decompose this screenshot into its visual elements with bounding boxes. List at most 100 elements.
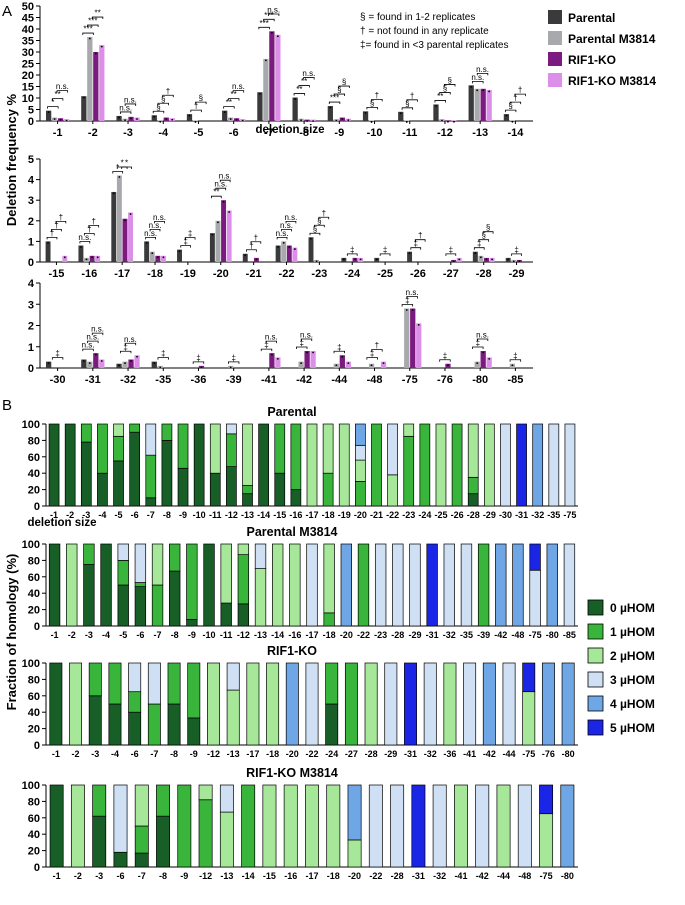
data-point <box>329 106 332 109</box>
significance-label: ‡ <box>350 245 354 254</box>
data-point <box>306 120 309 123</box>
data-point <box>511 120 514 123</box>
bar <box>275 357 281 368</box>
significance-label: ** <box>226 98 232 107</box>
y-tick-label: 0 <box>34 740 40 752</box>
stack-segment <box>177 423 189 469</box>
bar <box>451 120 457 121</box>
x-tick-label: -39 <box>477 630 490 640</box>
x-tick-label: -9 <box>180 871 188 881</box>
y-tick-label: 0 <box>34 862 40 874</box>
stack-segment <box>187 662 201 719</box>
stack-segment <box>186 619 198 627</box>
stack-segment <box>108 703 122 746</box>
stack-segment <box>49 784 64 868</box>
data-point <box>270 353 273 356</box>
bar <box>215 220 221 262</box>
significance-label: ‡ <box>449 245 453 254</box>
note-double-dagger: ‡= found in <3 parental replicates <box>360 40 508 51</box>
x-tick-label: -75 <box>522 749 535 759</box>
significance-bracket <box>401 107 414 110</box>
bar <box>269 353 275 368</box>
panel-title: RIF1-KO <box>267 644 317 658</box>
x-tick-label: -10 <box>203 630 216 640</box>
significance-label: *** <box>88 17 97 26</box>
significance-label: n.s. <box>144 229 157 238</box>
panel-b-ylabel: Fraction of homology (%) <box>4 554 19 711</box>
significance-label: n.s. <box>276 229 289 238</box>
significance-bracket <box>88 225 100 228</box>
data-point <box>505 114 508 117</box>
x-tick-label: -12 <box>207 749 220 759</box>
significance-label: *** <box>330 94 339 103</box>
panel-a-notes: § = found in 1-2 replicates † = not foun… <box>360 12 508 51</box>
bar <box>292 247 298 262</box>
significance-label: ‡ <box>123 343 127 352</box>
stack-segment <box>496 784 511 868</box>
stack-segment <box>355 481 366 507</box>
legend-swatch <box>548 10 562 24</box>
x-tick-label: -3 <box>85 630 93 640</box>
significance-bracket <box>83 233 95 236</box>
data-point <box>228 211 231 213</box>
significance-bracket <box>82 348 94 352</box>
bar <box>486 357 492 368</box>
significance-label: § <box>317 217 321 226</box>
data-point <box>118 364 120 367</box>
significance-label: † <box>518 86 522 95</box>
significance-label: n.s. <box>119 103 132 112</box>
x-tick-label: -41 <box>261 374 277 386</box>
bar <box>95 255 101 262</box>
stack-segment <box>145 423 157 456</box>
significance-bracket <box>154 221 165 224</box>
significance-bracket <box>281 229 292 232</box>
bar <box>398 111 404 121</box>
data-point <box>244 254 247 257</box>
significance-label: ** <box>437 92 443 101</box>
significance-bracket <box>119 350 132 354</box>
legend-label: 5 µHOM <box>610 721 655 735</box>
stack-segment <box>322 472 334 507</box>
x-tick-label: -18 <box>147 268 163 280</box>
data-point <box>124 362 126 365</box>
data-point <box>447 364 449 367</box>
x-tick-label: -3 <box>91 749 99 759</box>
data-point <box>342 258 345 261</box>
significance-bracket <box>232 90 245 93</box>
legend-swatch <box>587 647 604 664</box>
stack-segment <box>563 543 576 627</box>
stack-segment <box>529 543 541 571</box>
x-tick-label: -44 <box>497 871 510 881</box>
x-tick-label: -32 <box>433 871 446 881</box>
stack-segment <box>306 543 318 627</box>
stack-segment <box>134 582 147 587</box>
data-point <box>359 258 362 261</box>
stack-segment <box>134 852 149 868</box>
stack-segment <box>64 423 76 507</box>
x-tick-label: -8 <box>299 127 309 139</box>
stack-segment <box>546 543 558 627</box>
data-point <box>341 118 344 120</box>
significance-bracket <box>227 361 240 364</box>
x-tick-label: -5 <box>194 127 204 139</box>
stack-segment <box>274 472 286 507</box>
stack-segment <box>512 543 524 627</box>
data-point <box>470 85 473 88</box>
x-tick-label: -4 <box>98 510 106 520</box>
data-point <box>229 366 232 369</box>
bar <box>474 361 480 368</box>
significance-label: *** <box>264 11 273 20</box>
significance-bracket <box>87 24 99 28</box>
stack-segment <box>241 784 256 868</box>
significance-bracket <box>445 253 457 256</box>
significance-bracket <box>51 229 62 232</box>
stack-segment <box>392 543 404 627</box>
panel-b-legend: 0 µHOM 1 µHOM 2 µHOM 3 µHOM 4 µHOM 5 µHOM <box>587 599 655 736</box>
significance-label: ‡ <box>300 339 304 348</box>
bar <box>480 88 486 121</box>
x-tick-label: -30 <box>499 510 512 520</box>
bar <box>416 323 422 368</box>
significance-bracket <box>87 340 99 344</box>
significance-bracket <box>119 111 132 114</box>
stack-segment <box>169 543 181 572</box>
